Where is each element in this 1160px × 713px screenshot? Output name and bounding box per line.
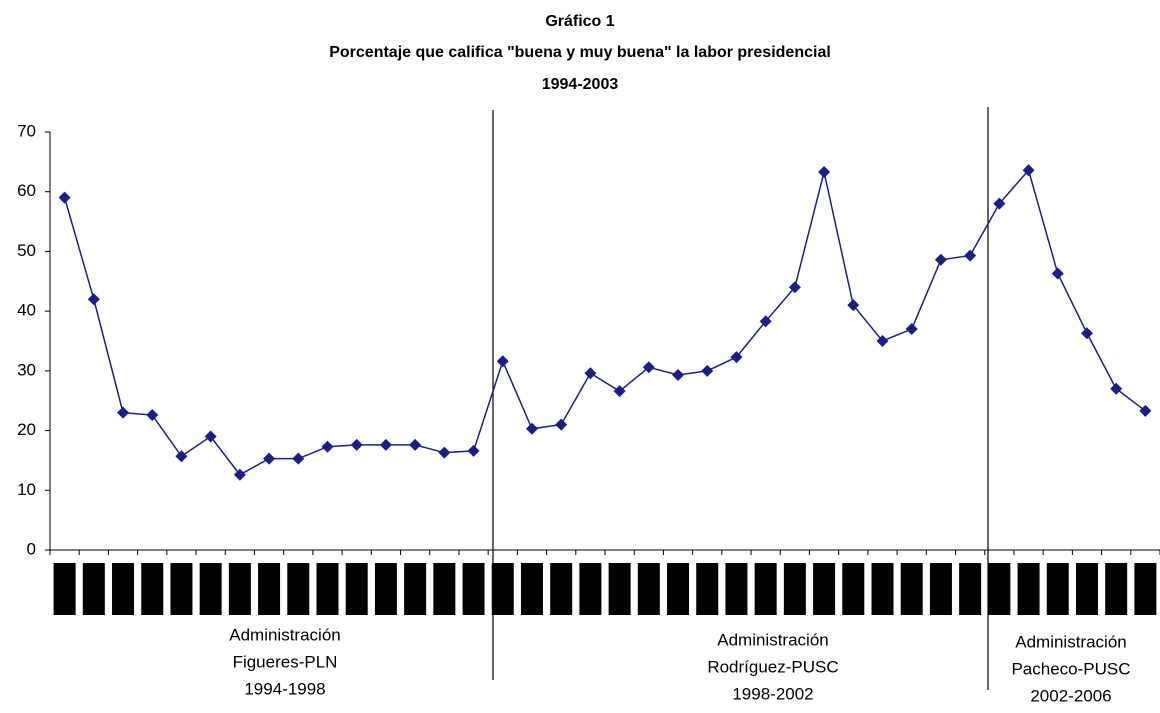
marker xyxy=(350,438,363,451)
marker xyxy=(1051,267,1064,280)
marker xyxy=(934,253,947,266)
illegible-category-label xyxy=(783,563,806,615)
marker xyxy=(409,438,422,451)
illegible-category-label xyxy=(696,563,719,615)
marker xyxy=(146,409,159,422)
illegible-category-label xyxy=(754,563,777,615)
marker xyxy=(525,422,538,435)
marker xyxy=(58,191,71,204)
marker xyxy=(672,369,685,382)
illegible-category-label xyxy=(871,563,894,615)
marker xyxy=(117,406,130,419)
illegible-category-label xyxy=(929,563,952,615)
illegible-category-label xyxy=(199,563,222,615)
annotation: Rodríguez-PUSC xyxy=(707,657,838,676)
marker xyxy=(467,444,480,457)
illegible-category-label xyxy=(316,563,339,615)
illegible-category-label xyxy=(1075,563,1098,615)
illegible-category-label xyxy=(228,563,251,615)
illegible-category-label xyxy=(1134,563,1157,615)
y-tick-label: 30 xyxy=(17,360,36,379)
marker xyxy=(87,293,100,306)
marker xyxy=(321,440,334,453)
illegible-category-label xyxy=(82,563,105,615)
illegible-category-label xyxy=(345,563,368,615)
illegible-category-label xyxy=(491,563,514,615)
y-tick-label: 40 xyxy=(17,301,36,320)
marker xyxy=(905,323,918,336)
chart-period: 1994-2003 xyxy=(542,76,619,93)
marker xyxy=(642,361,655,374)
marker xyxy=(1139,404,1152,417)
annotation: Administración xyxy=(717,630,829,649)
annotation: 1994-1998 xyxy=(244,679,325,698)
illegible-category-label xyxy=(813,563,836,615)
marker xyxy=(204,430,217,443)
marker xyxy=(555,418,568,431)
marker xyxy=(730,351,743,364)
marker xyxy=(292,452,305,465)
marker xyxy=(1022,164,1035,177)
annotation: Administración xyxy=(1015,632,1127,651)
marker xyxy=(496,355,509,368)
illegible-category-label xyxy=(550,563,573,615)
illegible-category-label xyxy=(579,563,602,615)
marker xyxy=(964,249,977,262)
illegible-category-label xyxy=(170,563,193,615)
y-tick-label: 20 xyxy=(17,420,36,439)
marker xyxy=(701,364,714,377)
annotation: 1998-2002 xyxy=(732,684,813,703)
marker xyxy=(584,367,597,380)
marker xyxy=(1080,327,1093,340)
illegible-category-label xyxy=(287,563,310,615)
illegible-category-label xyxy=(959,563,982,615)
marker xyxy=(993,197,1006,210)
illegible-category-label xyxy=(53,563,76,615)
marker xyxy=(1110,382,1123,395)
marker xyxy=(876,335,889,347)
illegible-category-label xyxy=(900,563,923,615)
line xyxy=(63,168,1146,476)
chart-title: Gráfico 1 xyxy=(545,13,614,30)
illegible-category-label xyxy=(1046,563,1069,615)
illegible-category-label xyxy=(404,563,427,615)
annotation: Administración xyxy=(229,625,341,644)
illegible-category-label xyxy=(112,563,135,615)
annotation: 2002-2006 xyxy=(1030,686,1111,705)
illegible-category-label xyxy=(725,563,748,615)
marker xyxy=(847,299,860,312)
marker xyxy=(263,452,276,465)
illegible-category-label xyxy=(258,563,281,615)
illegible-category-label xyxy=(608,563,631,615)
illegible-category-label xyxy=(1017,563,1040,615)
y-tick-label: 60 xyxy=(17,181,36,200)
illegible-category-label xyxy=(637,563,660,615)
illegible-category-label xyxy=(842,563,865,615)
marker xyxy=(613,385,626,398)
illegible-category-label xyxy=(462,563,485,615)
illegible-category-label xyxy=(1105,563,1128,615)
marker xyxy=(233,468,246,481)
illegible-category-label xyxy=(520,563,543,615)
marker xyxy=(175,450,188,463)
marker xyxy=(788,281,801,294)
marker xyxy=(759,315,772,328)
annotation: Pacheco-PUSC xyxy=(1011,659,1130,678)
chart-subtitle: Porcentaje que califica "buena y muy bue… xyxy=(329,44,831,61)
illegible-category-label xyxy=(988,563,1011,615)
illegible-category-label xyxy=(433,563,456,615)
y-tick-label: 50 xyxy=(17,241,36,260)
marker xyxy=(818,166,831,179)
illegible-category-label xyxy=(374,563,397,615)
illegible-category-label xyxy=(667,563,690,615)
illegible-category-label xyxy=(141,563,164,615)
marker xyxy=(438,446,451,459)
annotation: Figueres-PLN xyxy=(233,652,338,671)
marker xyxy=(379,438,392,451)
y-tick-label: 0 xyxy=(27,539,36,558)
y-tick-label: 10 xyxy=(17,480,36,499)
y-tick-label: 70 xyxy=(17,121,36,140)
